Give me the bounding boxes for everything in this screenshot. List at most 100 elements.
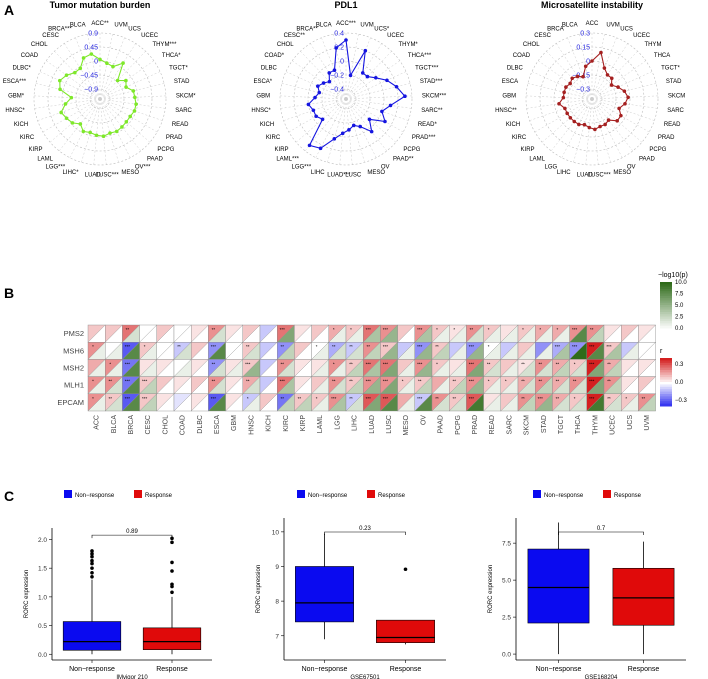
- radar-title: Microsatellite instability: [541, 0, 643, 10]
- radar-spoke: [345, 71, 407, 100]
- legend-r-gradient-step: [660, 389, 672, 393]
- radar-category-label: KICH: [14, 122, 28, 128]
- radar-category-label: TGCT*: [661, 65, 680, 71]
- heatmap-row-label: PMS2: [64, 329, 84, 338]
- legend-p-title: −log10(p): [658, 272, 688, 279]
- heatmap-significance: ***: [331, 396, 337, 401]
- radar-spoke: [591, 98, 599, 165]
- radar-category-label: OV: [381, 165, 390, 171]
- heatmap-significance: **: [212, 327, 216, 332]
- radar-data-point: [593, 127, 597, 132]
- heatmap-significance: ***: [417, 396, 423, 401]
- radar-category-label: BRCA: [547, 26, 564, 32]
- heatmap-cell-diagonal: [363, 376, 381, 394]
- radar-category-label: READ: [664, 122, 681, 128]
- legend-p-gradient-step: [660, 321, 672, 324]
- legend-label-nonresponse: Non−response: [544, 493, 584, 499]
- heatmap-significance: **: [280, 344, 284, 349]
- heatmap-cell-diagonal: [328, 324, 347, 343]
- radar-spoke: [99, 98, 141, 152]
- legend-swatch-nonresponse: [64, 490, 72, 498]
- radar-data-point: [332, 137, 337, 141]
- heatmap-row-label: MLH1: [64, 381, 84, 390]
- legend-r-gradient-step: [660, 374, 672, 378]
- heatmap-column-label: KIRP: [300, 415, 307, 432]
- legend-r-gradient-step: [660, 365, 672, 369]
- radar-category-label: BLCA: [316, 22, 332, 28]
- heatmap-cell-diagonal: [277, 376, 295, 394]
- radar-spoke: [99, 51, 146, 100]
- radar-category-label: COAD: [21, 53, 39, 59]
- radar-data-point: [115, 78, 120, 83]
- y-tick-label: 8: [275, 599, 279, 606]
- radar-r-tick-label: 0.3: [580, 31, 590, 38]
- radar-category-label: KIRP: [275, 147, 289, 153]
- legend-p-gradient-step: [660, 323, 672, 327]
- radar-r-tick-label: −0.3: [576, 87, 590, 94]
- radar-category-label: BRCA***: [48, 26, 72, 32]
- heatmap-cell-diagonal: [586, 359, 605, 377]
- radar-data-point: [120, 125, 124, 129]
- heatmap-cell-diagonal: [552, 393, 570, 412]
- radar-spoke: [345, 34, 359, 100]
- radar-data-point: [311, 108, 316, 113]
- radar-category-label: BLCA: [562, 22, 578, 28]
- radar-category-label: ACC***: [336, 21, 356, 27]
- heatmap-cell-diagonal: [259, 342, 278, 360]
- box-body: [295, 566, 354, 623]
- heatmap-cell-diagonal: [345, 342, 364, 360]
- box-outlier: [403, 567, 408, 572]
- heatmap-cell-diagonal: [225, 324, 243, 343]
- heatmap-significance: *: [316, 344, 318, 349]
- heatmap-cell-diagonal: [483, 342, 501, 360]
- heatmap-cell-diagonal: [328, 376, 347, 394]
- radar-data-point: [606, 118, 611, 122]
- radar-grid-ring: [581, 88, 603, 110]
- heatmap-significance: ***: [469, 361, 475, 366]
- heatmap-significance: **: [607, 361, 611, 366]
- radar-category-label: SARC: [175, 108, 192, 114]
- legend-swatch-nonresponse: [297, 490, 305, 498]
- heatmap-cell-diagonal: [517, 376, 536, 394]
- heatmap-significance: **: [556, 396, 560, 401]
- heatmap-cell-diagonal: [363, 342, 381, 360]
- radar-spoke: [34, 95, 101, 100]
- radar-data-point: [616, 85, 620, 89]
- radar-spoke: [327, 98, 347, 163]
- radar-category-label: SARC**: [421, 108, 443, 114]
- heatmap-cell-diagonal: [483, 376, 501, 394]
- radar-spoke: [292, 60, 347, 100]
- radar-category-label: HNSC*: [5, 108, 25, 114]
- box-body: [142, 627, 202, 650]
- heatmap-significance: *: [402, 379, 404, 384]
- heatmap-significance: *: [625, 396, 627, 401]
- radar-data-point: [568, 115, 573, 120]
- heatmap-cell-diagonal: [397, 359, 415, 377]
- radar-data-point: [565, 111, 569, 116]
- radar-spoke: [345, 98, 353, 165]
- radar-spoke: [280, 95, 347, 100]
- y-tick-label: 0.0: [38, 652, 47, 659]
- heatmap-significance: ***: [383, 344, 389, 349]
- heatmap-cell-diagonal: [569, 376, 587, 394]
- x-tick-label: Response: [156, 666, 188, 673]
- radar-data-point: [602, 66, 607, 70]
- radar-category-label: TGCT*: [169, 65, 188, 71]
- radar-data-point: [369, 129, 374, 134]
- x-axis-title: GSE67501: [350, 675, 380, 679]
- radar-category-label: ESCA: [502, 79, 518, 85]
- legend-swatch-response: [367, 490, 375, 498]
- heatmap-column-label: GBM: [231, 415, 238, 431]
- heatmap-significance: *: [247, 396, 249, 401]
- heatmap-cell-diagonal: [363, 393, 381, 412]
- legend-swatch-response: [603, 490, 611, 498]
- heatmap-cell-diagonal: [311, 376, 329, 394]
- heatmap-cell-diagonal: [225, 342, 243, 360]
- significance-bracket: [558, 531, 644, 535]
- legend-p-gradient-step: [660, 311, 672, 315]
- heatmap-significance: ***: [366, 379, 372, 384]
- panel-label-b: B: [4, 285, 14, 301]
- radar-data-point: [81, 56, 86, 60]
- heatmap-cell-diagonal: [569, 359, 587, 377]
